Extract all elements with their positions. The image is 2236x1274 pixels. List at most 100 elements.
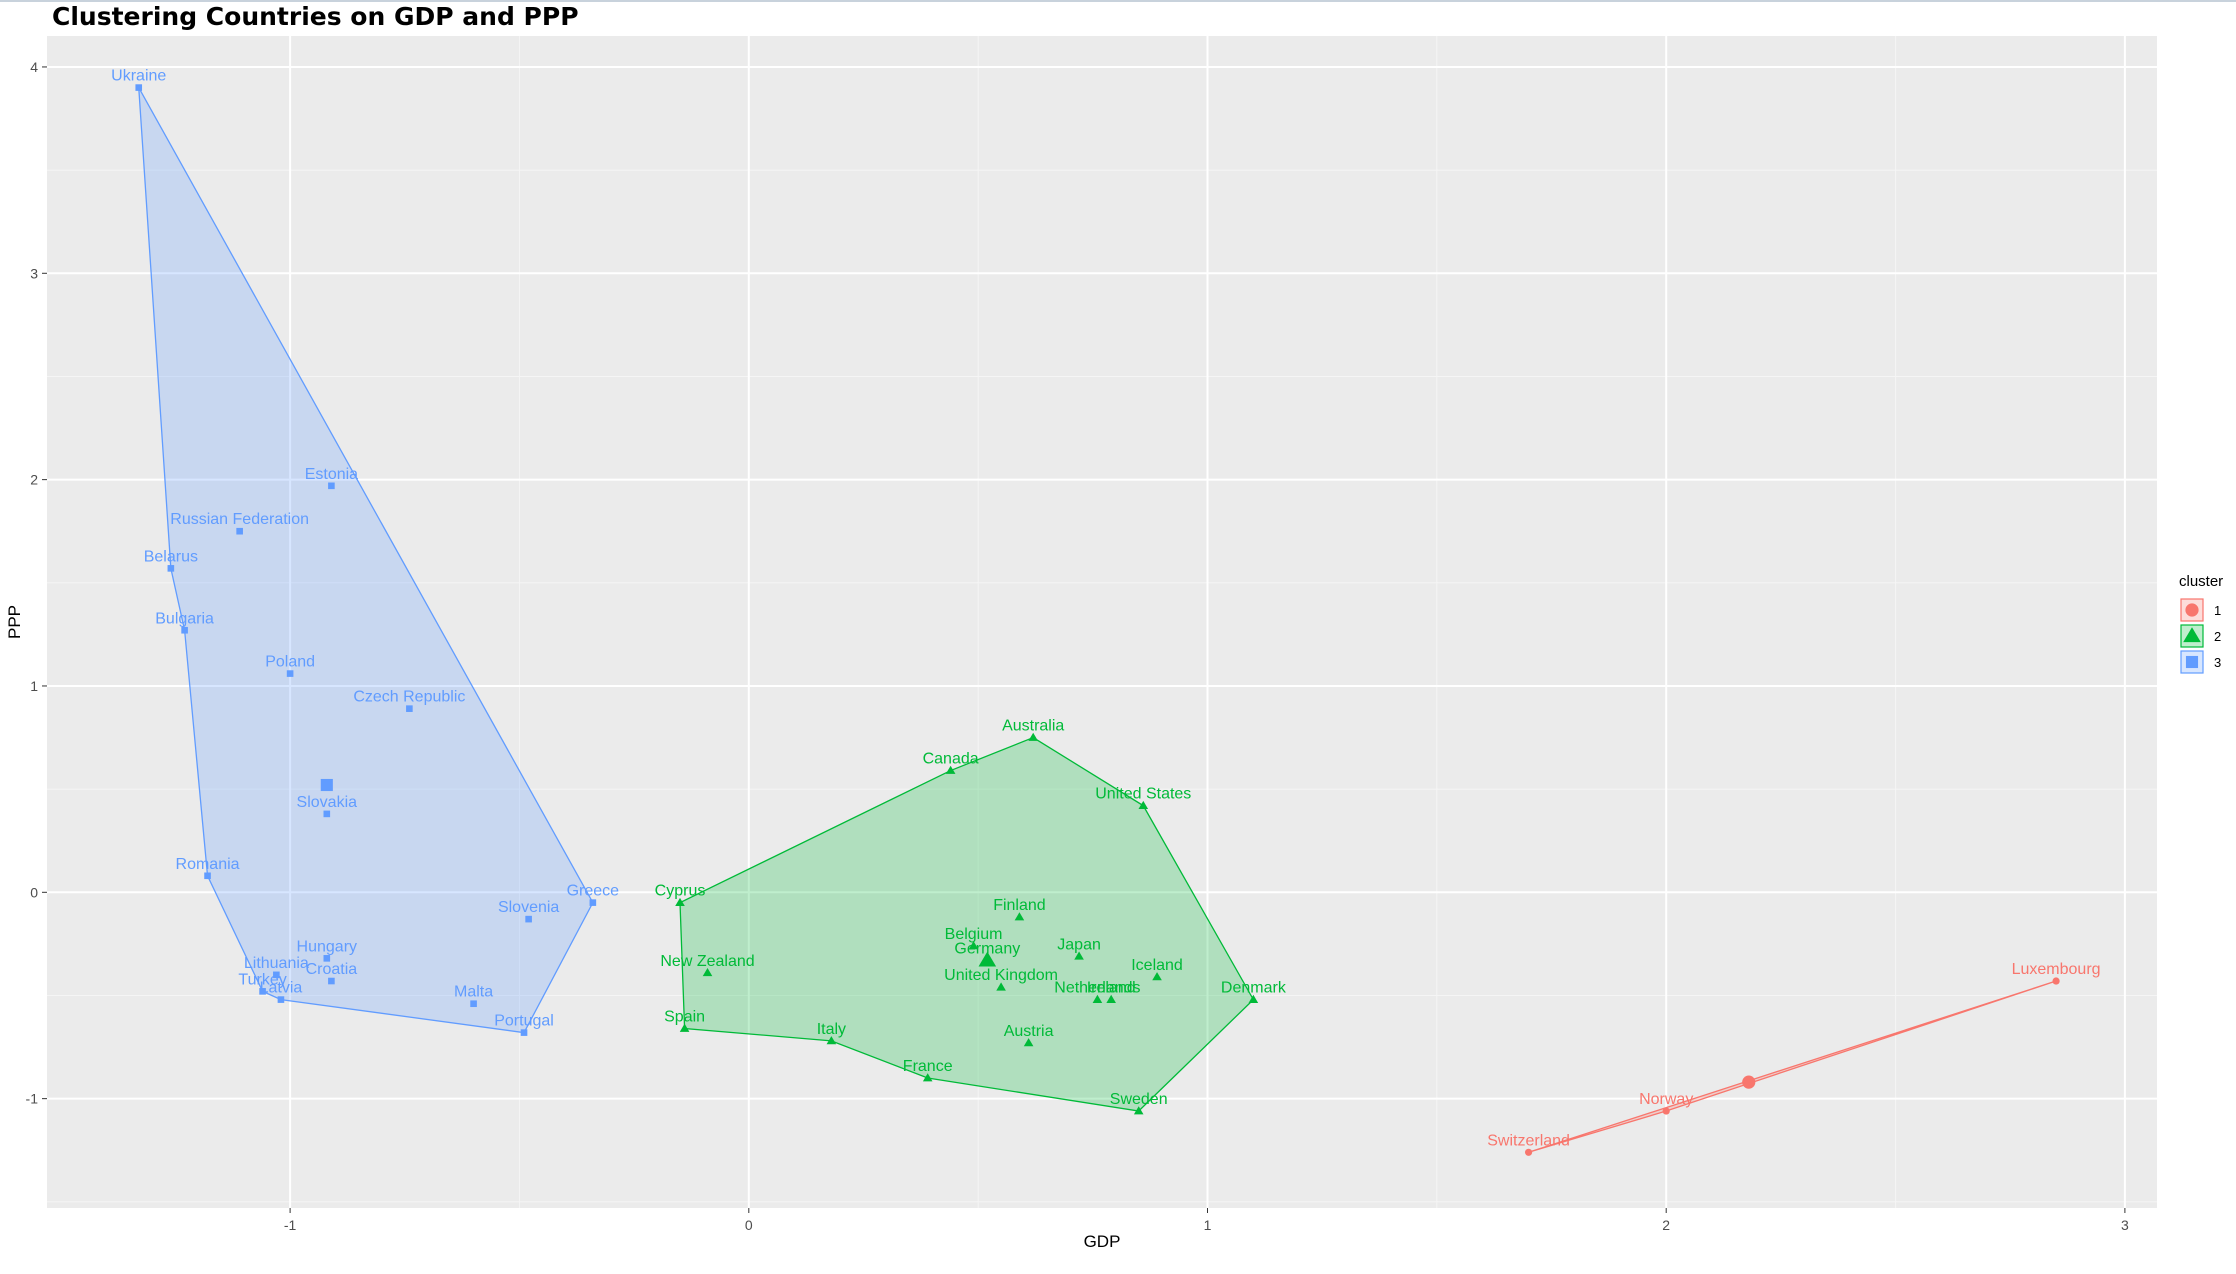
cluster-2-point (702, 967, 713, 977)
legend-title: cluster (2179, 573, 2223, 590)
point-label: Croatia (306, 961, 358, 978)
legend-key-1-symbol (2185, 603, 2199, 617)
cluster-2-point (675, 897, 685, 906)
cluster-1-centroid (1742, 1075, 1756, 1089)
point-label: Germany (954, 940, 1020, 957)
cluster-2-point (945, 765, 956, 774)
x-tick-label: 3 (2121, 1217, 2129, 1233)
cluster-1-point (1524, 1148, 1533, 1156)
plot-panel (47, 36, 2157, 1208)
point-label: Canada (923, 751, 979, 768)
point-label: United Kingdom (944, 967, 1058, 984)
cluster-2-hull (679, 736, 1255, 1112)
cluster-2-point (1138, 800, 1149, 810)
point-label: Austria (1004, 1023, 1054, 1040)
legend-label-2: 2 (2214, 629, 2221, 644)
legend: cluster 1 2 3 (2179, 573, 2223, 674)
chart-title: Clustering Countries on GDP and PPP (52, 2, 579, 31)
cluster-2-point (1014, 912, 1025, 921)
point-label: France (903, 1058, 953, 1075)
y-tick-label: 4 (30, 59, 38, 75)
cluster-3-point (259, 988, 266, 995)
cluster-3-point (236, 527, 243, 535)
point-label: Spain (664, 1008, 705, 1025)
point-label: Netherlands (1054, 980, 1140, 997)
point-label: Italy (817, 1021, 846, 1038)
cluster-3-point (323, 955, 331, 962)
legend-label-3: 3 (2214, 655, 2221, 670)
window-top-rule (0, 0, 2236, 2)
cluster-hulls (138, 87, 2057, 1153)
point-label: New Zealand (660, 953, 754, 970)
cluster-2-point (1152, 972, 1162, 981)
cluster-2-point (1028, 732, 1038, 741)
y-tick-label: 3 (30, 265, 38, 281)
point-label: Sweden (1110, 1091, 1168, 1108)
y-tick-label: 1 (30, 678, 38, 694)
cluster-3-point (589, 899, 597, 906)
x-tick-label: 1 (1204, 1217, 1212, 1233)
cluster-2-centroid (978, 951, 997, 967)
cluster-3-point (406, 705, 413, 712)
legend-key-2-symbol (2183, 627, 2201, 643)
point-label: Iceland (1131, 957, 1183, 974)
x-tick-label: 0 (745, 1217, 753, 1233)
point-label: Lithuania (244, 955, 309, 972)
cluster-2-point (1092, 994, 1103, 1003)
point-label: Slovenia (498, 899, 559, 916)
legend-key-3-symbol (2185, 655, 2199, 669)
point-label: Slovakia (297, 794, 358, 811)
cluster-2-point (1023, 1038, 1034, 1047)
cluster-3-point (328, 977, 335, 985)
point-label: Australia (1002, 718, 1064, 735)
cluster-2-point (1133, 1106, 1144, 1115)
point-label: Bulgaria (155, 610, 214, 627)
point-label: Luxembourg (2012, 961, 2101, 978)
point-label: Romania (176, 856, 240, 873)
cluster-3-point (204, 872, 211, 880)
point-label: Ukraine (111, 68, 166, 85)
cluster-3-centroid (320, 778, 333, 792)
cluster-2-point (826, 1036, 837, 1045)
cluster-2-point (996, 982, 1006, 991)
cluster-1-point (2052, 977, 2060, 985)
point-label: Belarus (144, 548, 198, 565)
cluster-3-point (470, 1000, 477, 1008)
point-label: Japan (1057, 936, 1101, 953)
cluster-3-point (525, 915, 532, 923)
cluster-3-point (323, 810, 331, 818)
point-labels: Luxembourg Norway Switzerland Australia Cana… (111, 68, 2100, 1150)
cluster-3-point (273, 971, 280, 979)
data-points (135, 84, 2060, 1156)
point-label: Cyprus (655, 883, 706, 900)
y-tick-label: 2 (30, 472, 38, 488)
point-label: Malta (454, 984, 493, 1001)
point-label: Latvia (260, 980, 303, 997)
cluster-1-point (1662, 1107, 1670, 1115)
grid-lines (47, 36, 2157, 1208)
cluster-3-point (286, 670, 294, 677)
legend-label-1: 1 (2214, 603, 2221, 618)
cluster-3-point (135, 84, 143, 91)
point-label: Turkey (238, 971, 286, 988)
point-label: Ireland (1087, 980, 1136, 997)
y-axis-title: PPP (5, 605, 24, 639)
point-label: Portugal (494, 1013, 554, 1030)
point-label: Switzerland (1487, 1132, 1570, 1149)
cluster-2-point (1074, 951, 1084, 960)
y-tick-label: 0 (30, 884, 38, 900)
cluster-3-point (277, 996, 285, 1003)
x-tick-label: -1 (284, 1217, 297, 1233)
x-tick-label: 2 (1662, 1217, 1670, 1233)
point-label: Finland (993, 897, 1045, 914)
point-label: Czech Republic (353, 689, 465, 706)
point-label: Belgium (945, 926, 1003, 943)
cluster-3-point (181, 626, 188, 634)
x-axis-title: GDP (1084, 1232, 1121, 1251)
cluster-3-point (167, 565, 175, 572)
cluster-2-point (968, 941, 979, 950)
point-label: Russian Federation (170, 511, 309, 528)
cluster-3-point (328, 482, 335, 490)
cluster-2-point (1106, 994, 1116, 1003)
